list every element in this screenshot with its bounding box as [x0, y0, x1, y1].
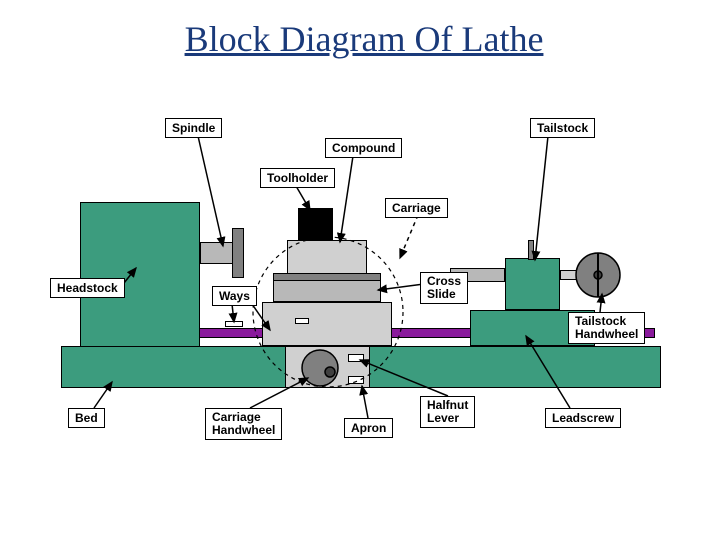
tailstock-shaft-shape — [560, 270, 590, 280]
apron-slot1 — [348, 354, 364, 362]
label-carriage-handwheel: CarriageHandwheel — [205, 408, 282, 440]
apron-slot2 — [348, 376, 364, 384]
label-headstock: Headstock — [50, 278, 125, 298]
tailstock-lever-shape — [528, 240, 534, 260]
label-compound: Compound — [325, 138, 402, 158]
cross-knob — [295, 318, 309, 324]
toolholder-shape — [298, 208, 333, 240]
spindle-plate-shape — [232, 228, 244, 278]
tailstock-column-shape — [505, 258, 560, 310]
headstock-shape — [80, 202, 200, 347]
cross-slide-shape — [273, 280, 381, 302]
label-spindle: Spindle — [165, 118, 222, 138]
label-cross-slide: CrossSlide — [420, 272, 468, 304]
carriage-base-shape — [262, 302, 392, 346]
page-title: Block Diagram Of Lathe — [0, 0, 728, 60]
label-tailstock-handwheel: TailstockHandwheel — [568, 312, 645, 344]
lathe-diagram: Spindle Compound Tailstock Toolholder Ca… — [50, 90, 680, 490]
label-carriage: Carriage — [385, 198, 448, 218]
label-bed: Bed — [68, 408, 105, 428]
label-tailstock: Tailstock — [530, 118, 595, 138]
label-ways: Ways — [212, 286, 257, 306]
ways-slot — [225, 321, 243, 327]
label-leadscrew: Leadscrew — [545, 408, 621, 428]
spindle-shaft-shape — [200, 242, 235, 264]
cross-slide-top-shape — [273, 273, 381, 281]
label-apron: Apron — [344, 418, 393, 438]
compound-shape — [287, 240, 367, 274]
label-halfnut-lever: HalfnutLever — [420, 396, 475, 428]
label-toolholder: Toolholder — [260, 168, 335, 188]
